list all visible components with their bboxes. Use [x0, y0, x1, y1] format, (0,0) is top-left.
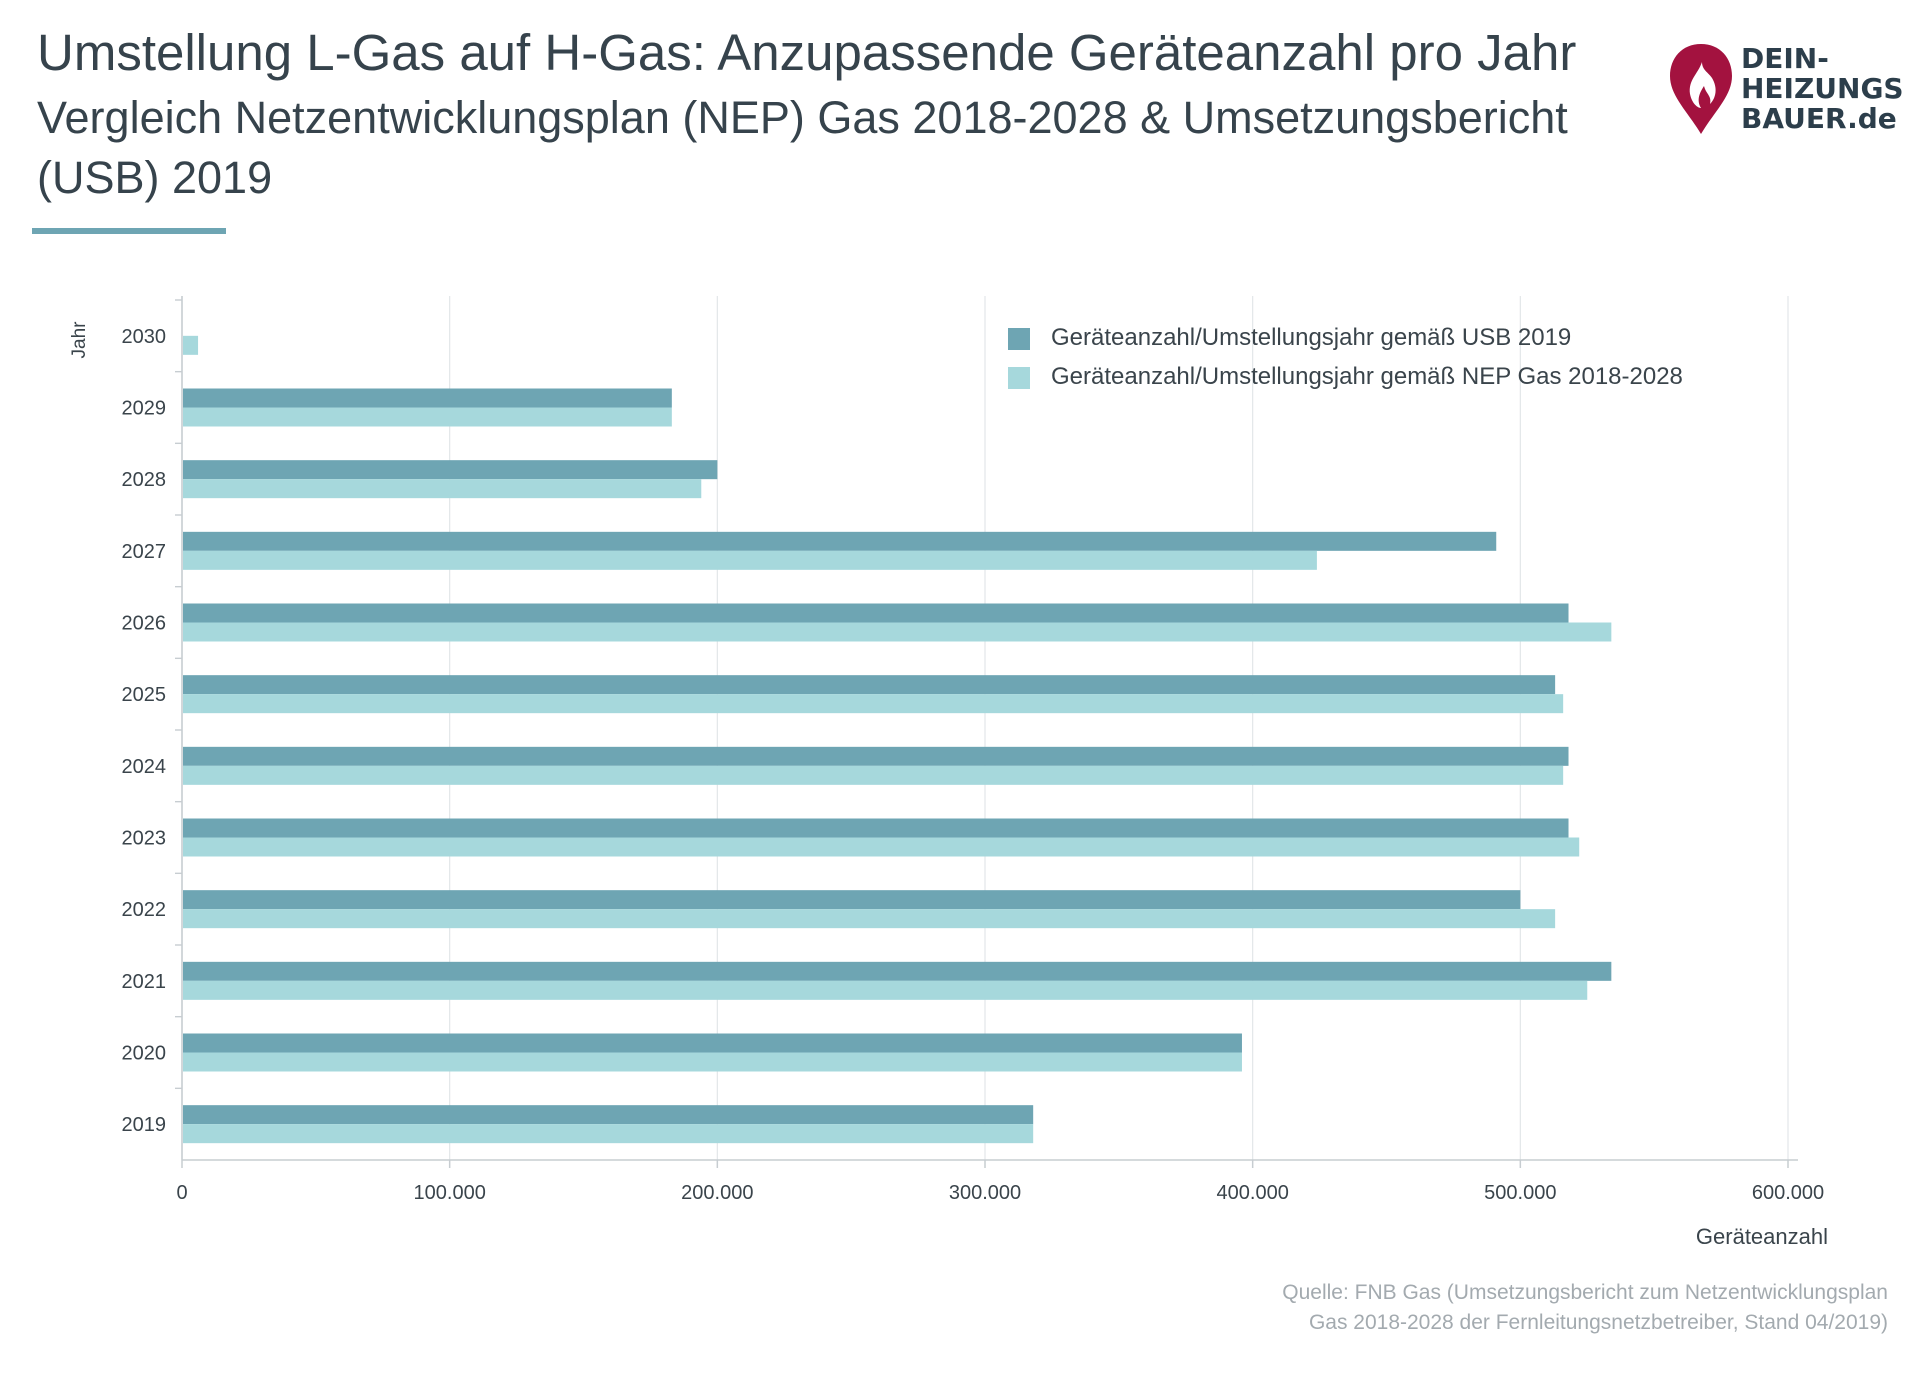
source-line-1: Quelle: FNB Gas (Umsetzungsbericht zum N… — [1282, 1281, 1888, 1304]
y-axis-title: Jahr — [69, 321, 90, 359]
bar-nep — [183, 694, 1564, 714]
bar-usb — [183, 961, 1612, 981]
legend-label-usb: Geräteanzahl/Umstellungsjahr gemäß USB 2… — [1051, 324, 1572, 351]
bar-nep — [183, 479, 702, 499]
bar-usb — [183, 1033, 1242, 1053]
bar-usb — [183, 746, 1569, 766]
legend-swatch-usb — [1008, 328, 1030, 350]
x-tick-label: 200.000 — [681, 1182, 753, 1204]
chart-title: Umstellung L-Gas auf H-Gas: Anzupassende… — [37, 24, 1577, 81]
x-tick-label: 600.000 — [1752, 1182, 1824, 1204]
bar-nep — [183, 980, 1588, 1000]
bars — [183, 335, 1612, 1144]
x-tick-label: 500.000 — [1484, 1182, 1556, 1204]
bar-usb — [183, 603, 1569, 623]
source-note: Quelle: FNB Gas (Umsetzungsbericht zum N… — [1282, 1278, 1888, 1338]
legend-label-nep: Geräteanzahl/Umstellungsjahr gemäß NEP G… — [1051, 363, 1683, 390]
y-tick-label: 2023 — [122, 828, 167, 850]
y-tick-label: 2028 — [122, 469, 167, 491]
title-underline — [32, 228, 226, 234]
bar-usb — [183, 1105, 1034, 1125]
x-tick-label: 0 — [176, 1182, 187, 1204]
bar-nep — [183, 837, 1580, 857]
y-tick-label: 2024 — [122, 756, 167, 778]
bar-nep — [183, 407, 672, 427]
brand-logo: DEIN- HEIZUNGS BAUER.de — [1668, 40, 1904, 140]
bar-nep — [183, 622, 1612, 642]
grid-lines — [449, 296, 1789, 1160]
axes: 0 100.000 200.000 300.000 400.000 500.000 600.… — [122, 296, 1824, 1204]
x-tick-label: 400.000 — [1217, 1182, 1289, 1204]
bar-usb — [183, 460, 718, 480]
bar-nep — [183, 550, 1317, 570]
y-tick-label: 2026 — [122, 613, 167, 635]
y-tick-label: 2021 — [122, 971, 167, 993]
bar-usb — [183, 531, 1497, 551]
y-tick-label: 2029 — [122, 398, 167, 420]
x-tick-label: 300.000 — [949, 1182, 1021, 1204]
bar-usb — [183, 890, 1521, 910]
y-tick-label: 2022 — [122, 899, 167, 921]
source-line-2: Gas 2018-2028 der Fernleitungsnetzbetrei… — [1308, 1311, 1888, 1334]
bar-nep — [183, 1124, 1034, 1144]
legend-swatch-nep — [1008, 367, 1030, 389]
x-tick-label: 100.000 — [414, 1182, 486, 1204]
y-tick-label: 2027 — [122, 541, 167, 563]
y-tick-label: 2030 — [122, 326, 167, 348]
bar-nep — [183, 335, 199, 355]
bar-usb — [183, 388, 672, 408]
flame-logo-icon — [1670, 44, 1732, 134]
y-tick-label: 2025 — [122, 684, 167, 706]
bar-nep — [183, 1052, 1242, 1072]
x-axis-title: Geräteanzahl — [1696, 1224, 1828, 1249]
y-tick-label: 2020 — [122, 1043, 167, 1065]
bar-nep — [183, 909, 1556, 929]
chart-subtitle: Vergleich Netzentwicklungsplan (NEP) Gas… — [37, 92, 1568, 203]
bar-nep — [183, 765, 1564, 785]
bar-usb — [183, 675, 1556, 695]
bar-usb — [183, 818, 1569, 838]
y-tick-label: 2019 — [122, 1114, 167, 1136]
logo-text-domain: .de — [1847, 102, 1897, 135]
logo-text-line-1: DEIN- — [1741, 42, 1829, 75]
logo-text-line-3: BAUER — [1741, 102, 1848, 135]
logo-text-line-2: HEIZUNGS — [1741, 72, 1904, 105]
